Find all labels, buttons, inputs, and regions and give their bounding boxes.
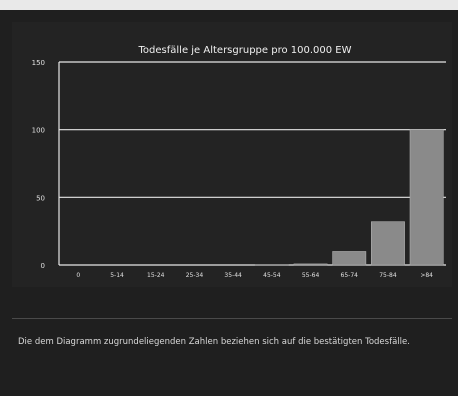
y-tick-label: 150: [32, 59, 45, 67]
top-strip: [0, 0, 458, 10]
footer-note: Die dem Diagramm zugrundeliegenden Zahle…: [18, 337, 410, 347]
bar: [293, 263, 328, 266]
x-tick-label: 15-24: [147, 272, 165, 279]
bar: [332, 251, 367, 266]
x-tick-label: 45-54: [263, 272, 281, 279]
x-tick-label: 35-44: [224, 272, 242, 279]
y-tick-label: 0: [41, 262, 45, 270]
chart-panel: Todesfälle je Altersgruppe pro 100.000 E…: [12, 22, 452, 287]
bar: [371, 221, 405, 266]
x-tick-label: 25-34: [186, 272, 204, 279]
bar: [409, 129, 444, 266]
chart-title: Todesfälle je Altersgruppe pro 100.000 E…: [138, 45, 352, 56]
x-tick-label: 5-14: [110, 272, 124, 279]
y-tick-label: 100: [32, 127, 45, 135]
x-tick-label: 75-84: [379, 272, 397, 279]
x-tick-label: >84: [420, 272, 433, 279]
divider: [12, 318, 452, 319]
bar-chart: Todesfälle je Altersgruppe pro 100.000 E…: [32, 45, 446, 279]
x-tick-label: 0: [76, 272, 80, 279]
x-tick-label: 65-74: [341, 272, 359, 279]
x-tick-label: 55-64: [302, 272, 320, 279]
y-tick-label: 50: [36, 194, 45, 202]
